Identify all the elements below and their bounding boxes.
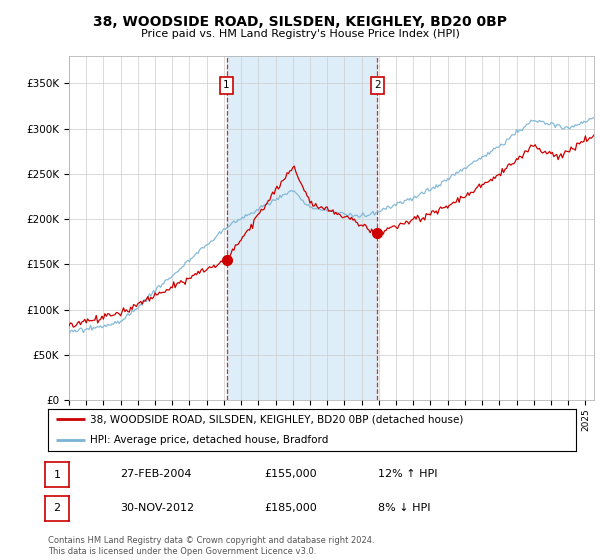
Text: 2: 2 [374, 80, 381, 90]
Bar [227, 56, 377, 400]
Text: 38, WOODSIDE ROAD, SILSDEN, KEIGHLEY, BD20 0BP (detached house): 38, WOODSIDE ROAD, SILSDEN, KEIGHLEY, BD… [90, 414, 464, 424]
Text: HPI: Average price, detached house, Bradford: HPI: Average price, detached house, Brad… [90, 435, 329, 445]
Text: £185,000: £185,000 [264, 503, 317, 513]
Text: 1: 1 [53, 470, 61, 479]
Text: 12% ↑ HPI: 12% ↑ HPI [378, 469, 437, 479]
Text: 38, WOODSIDE ROAD, SILSDEN, KEIGHLEY, BD20 0BP: 38, WOODSIDE ROAD, SILSDEN, KEIGHLEY, BD… [93, 15, 507, 29]
Text: 2: 2 [53, 503, 61, 513]
Text: 8% ↓ HPI: 8% ↓ HPI [378, 503, 431, 513]
Text: Price paid vs. HM Land Registry's House Price Index (HPI): Price paid vs. HM Land Registry's House … [140, 29, 460, 39]
Text: Contains HM Land Registry data © Crown copyright and database right 2024.
This d: Contains HM Land Registry data © Crown c… [48, 536, 374, 556]
Text: 1: 1 [223, 80, 230, 90]
Text: 30-NOV-2012: 30-NOV-2012 [120, 503, 194, 513]
Text: £155,000: £155,000 [264, 469, 317, 479]
Text: 27-FEB-2004: 27-FEB-2004 [120, 469, 191, 479]
